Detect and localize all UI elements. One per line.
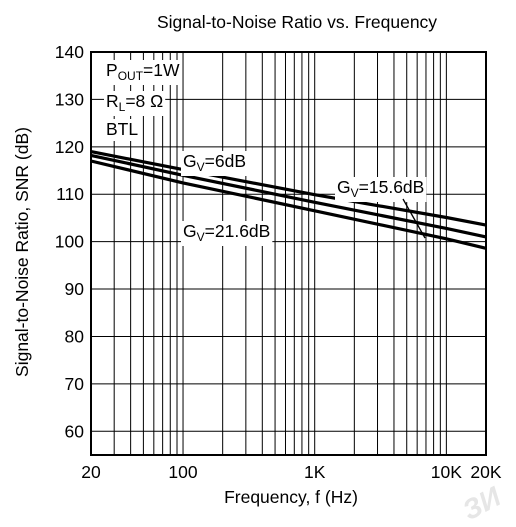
y-tick-label: 100 [55,232,84,252]
series-label-2: GV=21.6dB [181,221,273,246]
svg-text:GV=21.6dB: GV=21.6dB [183,221,270,244]
svg-text:GV=6dB: GV=6dB [183,151,246,174]
y-tick-label: 130 [55,89,84,109]
y-tick-label: 120 [55,137,84,157]
series-line-1 [90,153,487,239]
series-label-1-bg [335,177,427,202]
svg-text:POUT=1W: POUT=1W [106,60,180,83]
condition-2: BTL [104,119,141,141]
series-label-0: GV=6dB [181,151,248,176]
series-label-1: GV=15.6dB [335,177,427,202]
x-axis-label: Frequency, f (Hz) [224,487,358,507]
svg-text:RL=8 Ω: RL=8 Ω [106,91,163,114]
plot-frame [90,51,487,456]
svg-text:GV=15.6dB: GV=15.6dB [337,177,424,200]
condition-1-bg [104,91,166,116]
series-label-2-bg [181,221,273,246]
conditions-block: POUT=1W RL=8 Ω BTL [104,60,182,141]
leader-line [402,198,426,239]
series-label-0-bg [181,151,248,176]
x-tick-label: 1K [304,462,326,482]
y-tick-labels: 60 70 80 90 100 110 120 130 140 [55,42,84,441]
chart-title: Signal-to-Noise Ratio vs. Frequency [157,12,437,32]
x-tick-label: 20 [81,462,101,482]
svg-text:BTL: BTL [106,119,138,139]
condition-0: POUT=1W [104,60,182,85]
curves [90,150,487,250]
x-tick-label: 10K [431,462,462,482]
y-tick-label: 90 [65,279,85,299]
x-tick-labels: 20 100 1K 10K 20K [81,462,502,482]
x-tick-label: 20K [470,462,501,482]
grid [91,52,486,455]
series-line-0 [90,150,487,227]
y-tick-label: 60 [65,421,85,441]
y-tick-label: 80 [65,326,85,346]
condition-0-bg [104,60,182,85]
condition-1: RL=8 Ω [104,91,166,116]
curve-labels: GV=6dB GV=15.6dB GV=21.6dB [181,151,427,246]
x-tick-label: 100 [168,462,197,482]
condition-2-bg [104,119,141,141]
y-tick-label: 70 [65,374,85,394]
series-line-2 [90,159,487,250]
y-tick-label: 140 [55,42,84,62]
y-tick-label: 110 [56,184,84,204]
y-axis-label: Signal-to-Noise Ratio, SNR (dB) [12,127,32,377]
snr-chart: Signal-to-Noise Ratio vs. Frequency 20 10… [12,12,502,507]
